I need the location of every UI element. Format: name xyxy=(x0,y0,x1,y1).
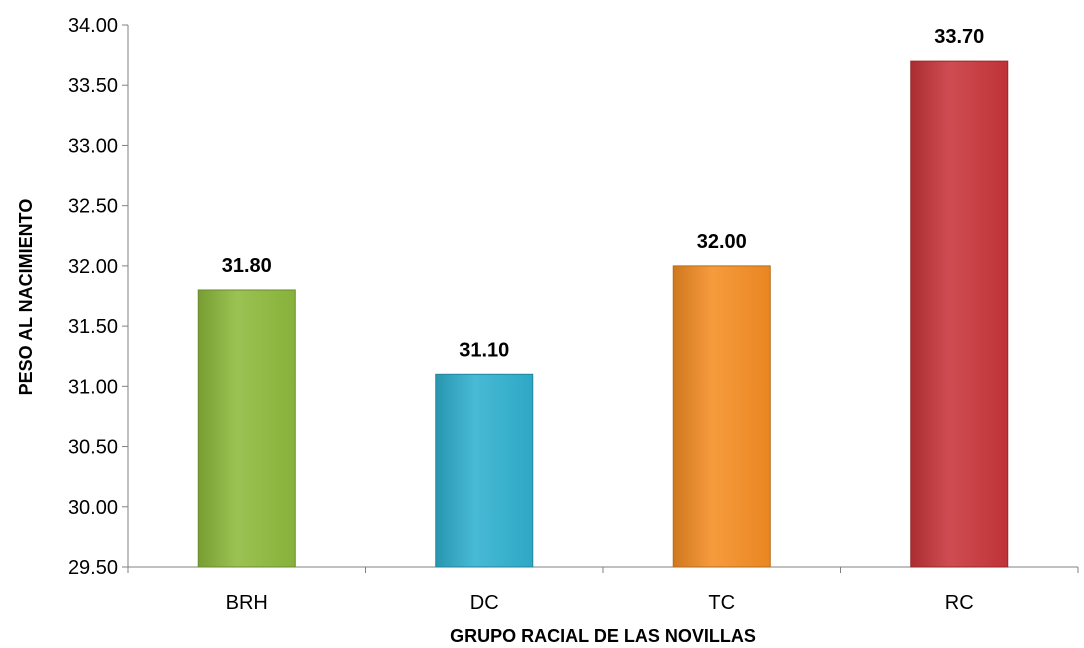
y-axis-title: PESO AL NACIMIENTO xyxy=(16,199,36,396)
data-label-brh: 31.80 xyxy=(222,255,272,277)
y-axis: 29.50 30.00 30.50 31.00 31.50 32.00 32.50 33.00… xyxy=(68,15,129,579)
data-label-rc: 33.70 xyxy=(934,26,984,48)
y-tick-label: 33.00 xyxy=(68,135,118,157)
y-tick-label: 33.50 xyxy=(68,75,118,97)
y-tick-label: 29.50 xyxy=(68,557,118,579)
y-tick-label: 30.50 xyxy=(68,437,118,459)
x-tick-label: RC xyxy=(945,592,974,614)
data-label-tc: 32.00 xyxy=(697,231,747,253)
x-axis: BRH DC TC RC xyxy=(127,566,1079,614)
y-tick-label: 31.50 xyxy=(68,316,118,338)
x-tick-label: BRH xyxy=(226,592,268,614)
x-axis-title: GRUPO RACIAL DE LAS NOVILLAS xyxy=(450,626,756,646)
data-labels: 31.80 31.10 32.00 33.70 xyxy=(222,26,985,361)
bar-dc xyxy=(435,373,534,568)
bar-brh xyxy=(197,289,296,568)
bar-rc xyxy=(910,60,1009,568)
y-tick-label: 32.50 xyxy=(68,196,118,218)
data-label-dc: 31.10 xyxy=(459,339,509,361)
y-tick-label: 31.00 xyxy=(68,376,118,398)
x-tick-label: TC xyxy=(708,592,735,614)
bar-tc xyxy=(672,265,771,568)
y-tick-label: 34.00 xyxy=(68,15,118,37)
y-tick-label: 30.00 xyxy=(68,497,118,519)
y-tick-label: 32.00 xyxy=(68,256,118,278)
bars xyxy=(197,60,1009,568)
x-tick-label: DC xyxy=(470,592,499,614)
